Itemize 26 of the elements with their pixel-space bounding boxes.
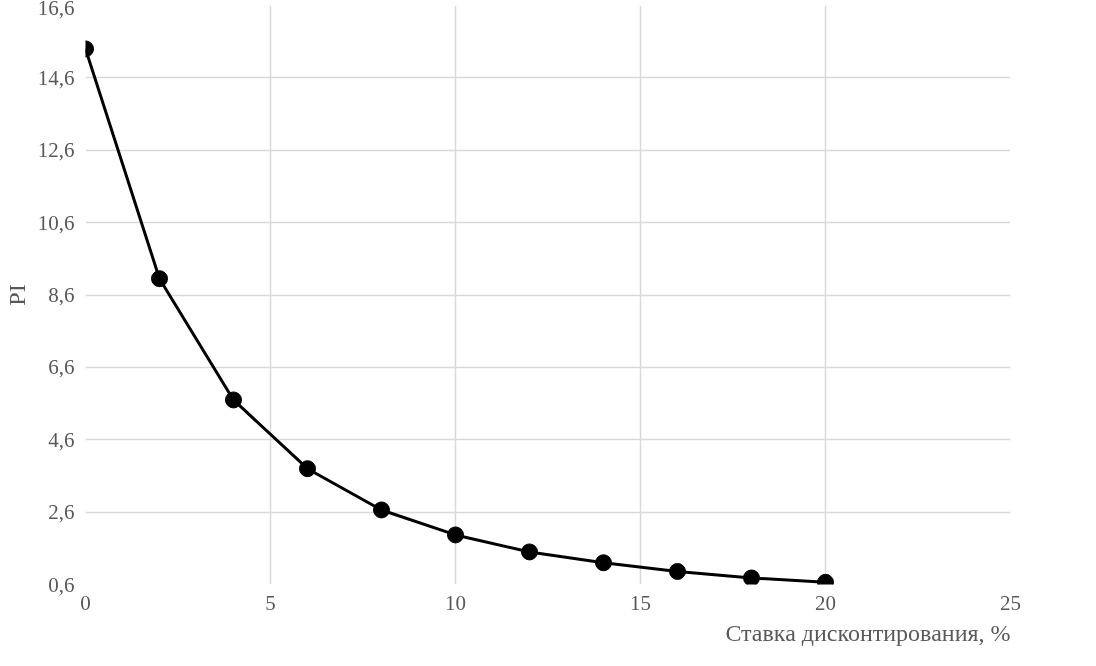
point [151,270,168,288]
point [299,460,316,478]
y-tick-label: 2,6 [48,500,75,525]
x-tick-label: 20 [815,590,836,615]
point [669,562,686,580]
x-tick-label: 0 [80,590,91,615]
x-tick-label: 10 [445,590,466,615]
point [225,391,242,409]
y-tick-label: 0,6 [48,572,75,597]
y-tick-label: 6,6 [48,355,75,380]
y-tick-label: 8,6 [48,283,75,307]
y-tick-label: 16,6 [37,0,75,20]
x-tick-label: 15 [630,590,651,615]
point [447,526,464,544]
y-tick-label: 12,6 [37,138,75,163]
point [595,554,612,572]
y-tick-label: 4,6 [48,427,75,452]
y-axis-title: PI [3,284,30,306]
point [521,543,538,561]
y-tick-label: 14,6 [37,65,75,90]
point [373,501,390,519]
point [743,569,760,585]
x-tick-label: 25 [1000,590,1021,615]
x-axis-title: Ставка дисконтирования, % [725,619,1011,646]
y-tick-label: 10,6 [37,210,75,235]
x-tick-label: 5 [265,590,276,615]
